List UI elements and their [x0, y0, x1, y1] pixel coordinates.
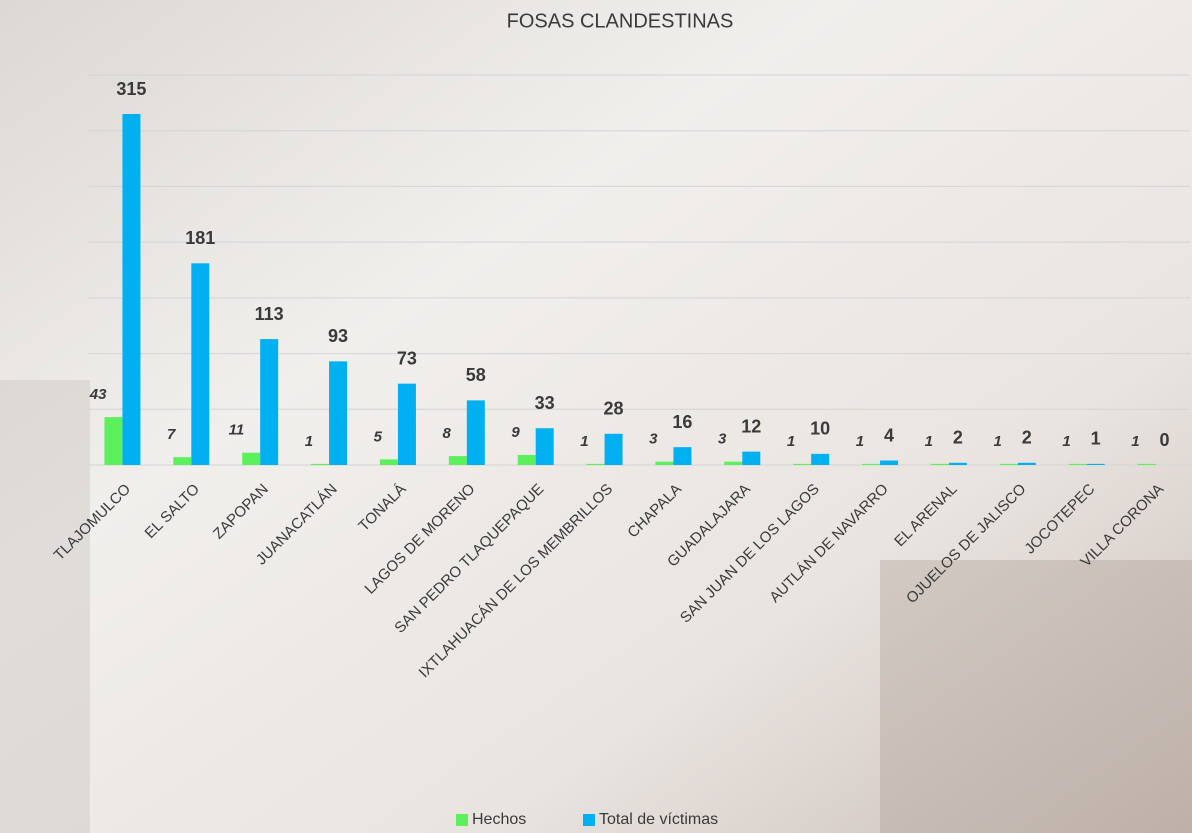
- legend-label: Hechos: [472, 811, 526, 828]
- bar: [260, 339, 278, 465]
- background-shape: [0, 380, 90, 833]
- bar: [724, 462, 742, 465]
- chart-title: FOSAS CLANDESTINAS: [507, 10, 734, 32]
- bar: [467, 400, 485, 465]
- bar: [673, 447, 691, 465]
- data-label: 2: [1022, 428, 1032, 448]
- bar: [242, 453, 260, 465]
- legend-swatch: [583, 814, 595, 826]
- bar: [880, 461, 898, 465]
- bar: [191, 263, 209, 465]
- data-label: 4: [884, 425, 894, 445]
- data-label: 1: [1062, 433, 1070, 450]
- bar: [104, 417, 122, 465]
- bar: [122, 114, 140, 465]
- bar: [1018, 463, 1036, 465]
- bar: [862, 464, 880, 465]
- bar: [587, 464, 605, 465]
- data-label: 5: [374, 428, 383, 445]
- data-label: 1: [1131, 433, 1139, 450]
- data-label: 16: [672, 412, 692, 432]
- data-label: 1: [787, 433, 795, 450]
- page: {"chart_data": {"type": "bar", "title": …: [0, 0, 1192, 833]
- data-label: 10: [810, 419, 830, 439]
- bar: [329, 361, 347, 465]
- data-label: 1: [305, 433, 313, 450]
- data-label: 2: [953, 428, 963, 448]
- legend-label: Total de víctimas: [599, 811, 718, 828]
- bar: [173, 457, 191, 465]
- data-label: 1: [1091, 429, 1101, 449]
- bar: [655, 462, 673, 465]
- data-label: 181: [185, 228, 215, 248]
- data-label: 73: [397, 348, 417, 368]
- bar: [311, 464, 329, 465]
- data-label: 0: [1160, 430, 1170, 450]
- data-label: 93: [328, 326, 348, 346]
- bar: [742, 452, 760, 465]
- bar: [949, 463, 967, 465]
- data-label: 9: [511, 424, 520, 441]
- data-label: 1: [856, 433, 864, 450]
- bar: [931, 464, 949, 465]
- bar: [536, 428, 554, 465]
- data-label: 58: [466, 365, 486, 385]
- bar: [380, 459, 398, 465]
- data-label: 1: [925, 433, 933, 450]
- bar: [605, 434, 623, 465]
- chart: FOSAS CLANDESTINAS 43315TLAJOMULCO7181EL…: [0, 0, 1192, 833]
- data-label: 33: [535, 393, 555, 413]
- data-label: 113: [255, 304, 284, 324]
- bar: [449, 456, 467, 465]
- data-label: 12: [741, 416, 761, 436]
- data-label: 315: [116, 79, 146, 99]
- legend-swatch: [456, 814, 468, 826]
- bar: [811, 454, 829, 465]
- data-label: 3: [718, 431, 727, 448]
- data-label: 3: [649, 431, 658, 448]
- data-label: 8: [442, 425, 451, 442]
- data-label: 43: [89, 386, 107, 403]
- bar: [1069, 464, 1087, 465]
- bar: [1087, 464, 1105, 465]
- data-label: 7: [167, 426, 176, 443]
- bar: [398, 384, 416, 465]
- bar: [793, 464, 811, 465]
- bar: [1000, 464, 1018, 465]
- data-label: 1: [580, 433, 588, 450]
- data-label: 11: [229, 422, 245, 439]
- background-shape: [880, 560, 1192, 833]
- bar: [1138, 464, 1156, 465]
- bar: [518, 455, 536, 465]
- data-label: 28: [604, 399, 624, 419]
- data-label: 1: [993, 433, 1001, 450]
